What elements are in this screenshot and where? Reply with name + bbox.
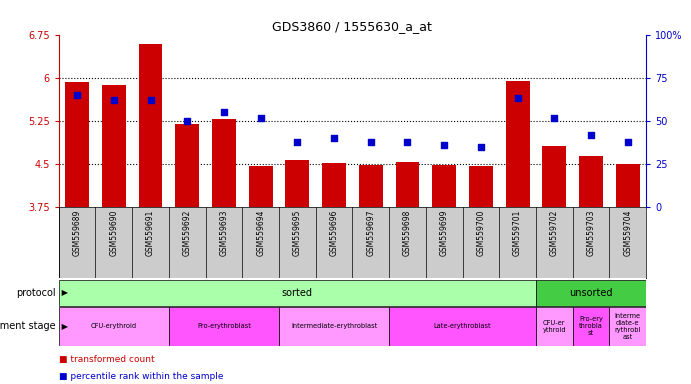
Text: Interme
diate-e
rythrobl
ast: Interme diate-e rythrobl ast bbox=[614, 313, 641, 340]
Bar bbox=[506, 81, 529, 207]
Text: GSM559692: GSM559692 bbox=[182, 210, 191, 256]
Bar bbox=[536, 280, 646, 306]
Bar bbox=[249, 166, 272, 207]
Text: GSM559704: GSM559704 bbox=[623, 210, 632, 256]
Text: CFU-erythroid: CFU-erythroid bbox=[91, 323, 137, 329]
Text: GSM559699: GSM559699 bbox=[439, 210, 448, 256]
Point bbox=[585, 132, 596, 138]
Bar bbox=[389, 307, 536, 346]
Point bbox=[182, 118, 193, 124]
Text: Intermediate-erythroblast: Intermediate-erythroblast bbox=[291, 323, 377, 329]
Text: GSM559696: GSM559696 bbox=[330, 210, 339, 256]
Bar bbox=[322, 163, 346, 207]
Bar bbox=[285, 160, 310, 207]
Point bbox=[145, 97, 156, 103]
Text: GSM559694: GSM559694 bbox=[256, 210, 265, 256]
Text: development stage: development stage bbox=[0, 321, 55, 331]
Point bbox=[549, 114, 560, 121]
Text: GSM559701: GSM559701 bbox=[513, 210, 522, 256]
Point bbox=[439, 142, 450, 148]
Text: Late-er
ythroblast: Late-er ythroblast bbox=[647, 320, 681, 333]
Text: CFU-er
ythroid: CFU-er ythroid bbox=[542, 320, 566, 333]
Bar bbox=[59, 307, 169, 346]
Text: GSM559690: GSM559690 bbox=[109, 210, 118, 256]
Text: GSM559689: GSM559689 bbox=[73, 210, 82, 256]
Bar bbox=[542, 146, 566, 207]
Point bbox=[366, 139, 377, 145]
Point bbox=[402, 139, 413, 145]
Bar bbox=[279, 307, 389, 346]
Point bbox=[292, 139, 303, 145]
Bar bbox=[536, 307, 573, 346]
Bar bbox=[359, 165, 383, 207]
Bar bbox=[65, 82, 89, 207]
Text: Pro-ery
throbla
st: Pro-ery throbla st bbox=[579, 316, 603, 336]
Bar bbox=[139, 44, 162, 207]
Text: Late-erythroblast: Late-erythroblast bbox=[434, 323, 491, 329]
Text: ■ percentile rank within the sample: ■ percentile rank within the sample bbox=[59, 372, 223, 381]
Point bbox=[218, 109, 229, 115]
Text: GSM559698: GSM559698 bbox=[403, 210, 412, 256]
Point bbox=[72, 92, 83, 98]
Bar bbox=[573, 307, 609, 346]
Point bbox=[622, 139, 633, 145]
Bar bbox=[433, 165, 456, 207]
Point bbox=[108, 97, 120, 103]
Bar bbox=[469, 166, 493, 207]
Point bbox=[328, 135, 339, 141]
Text: ▶: ▶ bbox=[59, 322, 68, 331]
Text: ▶: ▶ bbox=[59, 288, 68, 297]
Bar bbox=[176, 124, 199, 207]
Text: GSM559702: GSM559702 bbox=[550, 210, 559, 256]
Point bbox=[475, 144, 486, 150]
Bar bbox=[646, 307, 683, 346]
Text: sorted: sorted bbox=[282, 288, 313, 298]
Title: GDS3860 / 1555630_a_at: GDS3860 / 1555630_a_at bbox=[272, 20, 433, 33]
Bar bbox=[102, 85, 126, 207]
Bar bbox=[212, 119, 236, 207]
Bar bbox=[609, 307, 646, 346]
Bar bbox=[579, 156, 603, 207]
Point bbox=[512, 95, 523, 101]
Text: unsorted: unsorted bbox=[569, 288, 613, 298]
Bar bbox=[59, 280, 536, 306]
Text: GSM559693: GSM559693 bbox=[220, 210, 229, 256]
Text: GSM559703: GSM559703 bbox=[587, 210, 596, 256]
Point bbox=[255, 114, 266, 121]
Text: GSM559697: GSM559697 bbox=[366, 210, 375, 256]
Bar bbox=[169, 307, 279, 346]
Text: GSM559695: GSM559695 bbox=[293, 210, 302, 256]
Text: GSM559691: GSM559691 bbox=[146, 210, 155, 256]
Bar bbox=[616, 164, 640, 207]
Text: ■ transformed count: ■ transformed count bbox=[59, 354, 154, 364]
Bar bbox=[395, 162, 419, 207]
Text: GSM559700: GSM559700 bbox=[476, 210, 485, 256]
Text: Pro-erythroblast: Pro-erythroblast bbox=[197, 323, 251, 329]
Text: protocol: protocol bbox=[16, 288, 55, 298]
